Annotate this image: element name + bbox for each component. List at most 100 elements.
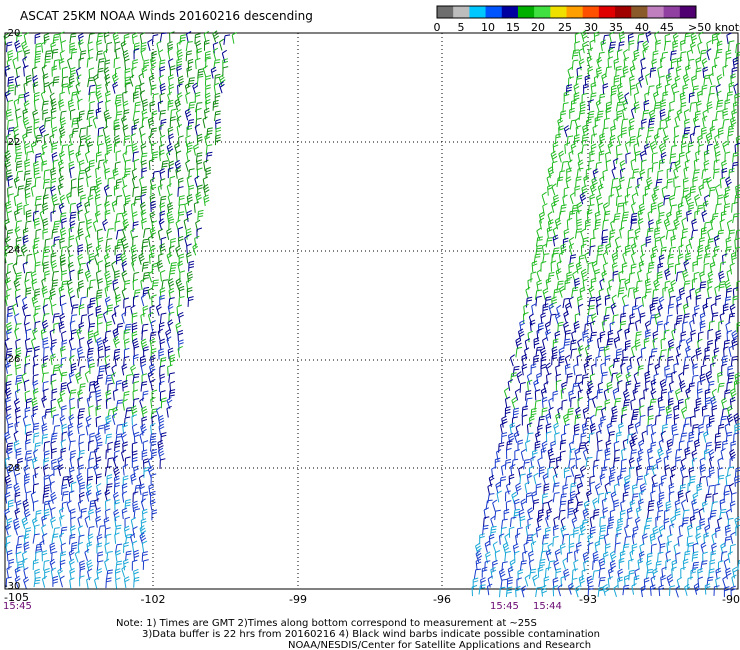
wind-barb	[626, 186, 633, 198]
wind-barb	[578, 442, 586, 453]
wind-barb	[86, 476, 94, 487]
wind-barb	[6, 549, 13, 562]
wind-barb	[578, 575, 586, 588]
wind-barb	[551, 354, 558, 366]
wind-barb	[569, 490, 576, 503]
wind-barb	[647, 405, 654, 417]
wind-barb	[75, 150, 82, 163]
wind-barb	[682, 84, 689, 96]
wind-barb	[580, 432, 587, 444]
wind-barb	[69, 220, 76, 232]
wind-barb	[114, 440, 121, 452]
wind-barb	[5, 396, 12, 409]
wind-barb	[61, 270, 67, 281]
wind-barb	[60, 371, 68, 383]
wind-barb	[613, 499, 620, 511]
wind-barb	[23, 203, 29, 216]
wind-barb	[576, 167, 584, 179]
wind-barb	[478, 584, 486, 595]
wind-barb	[121, 363, 128, 376]
wind-barb	[59, 194, 66, 207]
wind-barb	[657, 262, 664, 274]
wind-barb	[176, 49, 183, 62]
wind-barb	[655, 457, 662, 470]
wind-barb	[141, 167, 147, 179]
wind-barb	[590, 320, 596, 333]
wind-barb	[76, 201, 83, 214]
wind-barb	[52, 575, 59, 587]
wind-barb	[718, 270, 725, 283]
wind-barb	[22, 296, 28, 309]
wind-barb	[671, 328, 677, 341]
wind-barb	[659, 108, 666, 121]
wind-barb	[113, 509, 120, 522]
wind-barb	[644, 288, 652, 299]
wind-barb	[731, 161, 739, 173]
wind-barb	[715, 110, 723, 121]
wind-barb	[732, 101, 739, 113]
wind-barb	[150, 127, 157, 138]
wind-barb	[475, 558, 482, 571]
wind-barb	[552, 226, 558, 239]
wind-barb	[693, 304, 700, 317]
wind-barb	[177, 211, 185, 222]
wind-barb	[69, 33, 77, 44]
wind-barb	[711, 532, 717, 545]
wind-barb	[24, 49, 30, 61]
wind-barb	[114, 244, 121, 256]
wind-barb	[17, 94, 25, 105]
wind-barb	[521, 363, 528, 376]
wind-barb	[141, 329, 148, 341]
wind-barb	[693, 125, 701, 136]
wind-barb	[600, 362, 606, 374]
wind-barb	[559, 439, 567, 451]
wind-barb	[51, 142, 58, 154]
wind-barb	[6, 41, 13, 53]
wind-barb	[87, 323, 96, 334]
wind-barb	[565, 84, 573, 95]
wind-barb	[121, 311, 127, 324]
wind-barb	[667, 346, 674, 358]
wind-barb	[159, 92, 165, 105]
wind-barb	[625, 372, 632, 385]
wind-barb	[495, 481, 502, 494]
wind-barb	[14, 389, 21, 401]
wind-barb	[681, 499, 687, 512]
wind-barb	[669, 194, 675, 207]
legend-label-0: 0	[434, 21, 441, 34]
wind-barb	[185, 50, 193, 62]
wind-barb	[498, 568, 506, 581]
wind-barb	[673, 217, 680, 231]
wind-barb	[657, 551, 664, 563]
wind-barb	[159, 287, 166, 299]
wind-barb	[617, 133, 623, 146]
wind-barb	[124, 68, 131, 79]
wind-barb	[5, 348, 13, 359]
wind-barb	[714, 285, 720, 298]
wind-barb	[622, 65, 629, 78]
wind-barb	[68, 549, 75, 562]
wind-barb	[114, 450, 120, 462]
wind-barb	[160, 118, 167, 130]
wind-barb	[558, 125, 564, 137]
wind-barb	[693, 508, 699, 520]
wind-barb	[78, 144, 85, 156]
wind-barb	[669, 204, 677, 215]
wind-barb	[5, 271, 12, 283]
wind-barb	[197, 209, 204, 221]
wind-barb	[21, 550, 28, 563]
wind-barb	[599, 133, 606, 145]
wind-barb	[667, 253, 674, 265]
wind-barb	[68, 149, 75, 162]
wind-barb	[519, 560, 527, 571]
wind-barb	[514, 388, 520, 401]
map-title: ASCAT 25KM NOAA Winds 20160216 descendin…	[20, 9, 313, 23]
wind-barb	[607, 56, 614, 68]
wind-barb	[176, 304, 183, 316]
wind-barb	[637, 448, 644, 461]
wind-barb	[41, 395, 48, 408]
note-line-3: NOAA/NESDIS/Center for Satellite Applica…	[288, 640, 591, 650]
wind-barb	[563, 413, 570, 426]
wind-barbs	[3, 30, 740, 598]
wind-barb	[50, 398, 57, 410]
